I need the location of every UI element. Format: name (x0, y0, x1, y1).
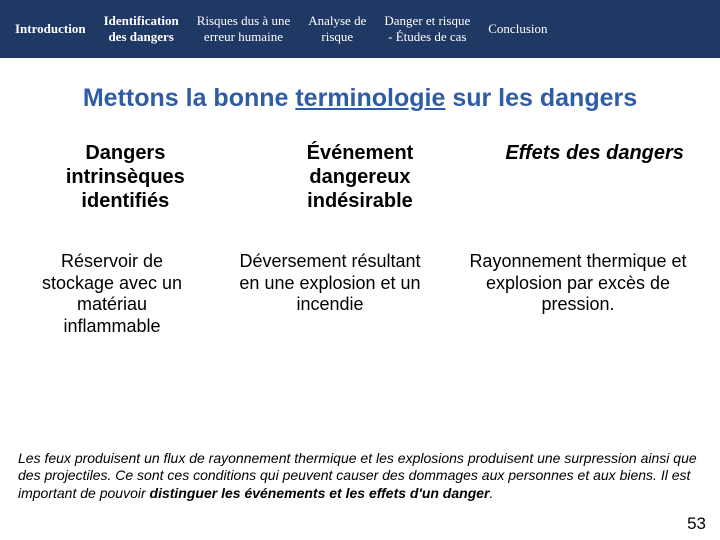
example-evenement: Déversement résultant en une explosion e… (235, 251, 425, 337)
nav-conclusion[interactable]: Conclusion (479, 21, 556, 37)
header-row: Dangers intrinsèques identifiés Événemen… (0, 141, 720, 213)
nav-introduction[interactable]: Introduction (6, 21, 95, 37)
header-evenement: Événement dangereux indésirable (260, 141, 460, 213)
navbar: Introduction Identification des dangers … (0, 0, 720, 58)
title-pre: Mettons la bonne (83, 84, 296, 112)
page-number: 53 (687, 514, 706, 534)
nav-analyse[interactable]: Analyse de risque (299, 13, 375, 46)
example-dangers: Réservoir de stockage avec un matériau i… (27, 251, 197, 337)
header-effets: Effets des dangers (495, 141, 695, 213)
nav-identification[interactable]: Identification des dangers (95, 13, 188, 46)
title-underlined: terminologie (295, 84, 445, 112)
slide: Introduction Identification des dangers … (0, 0, 720, 540)
example-effets: Rayonnement thermique et explosion par e… (463, 251, 693, 337)
nav-danger-etudes[interactable]: Danger et risque - Études de cas (375, 13, 479, 46)
footer-tail: . (489, 485, 493, 501)
header-dangers: Dangers intrinsèques identifiés (25, 141, 225, 213)
slide-title: Mettons la bonne terminologie sur les da… (0, 84, 720, 113)
example-row: Réservoir de stockage avec un matériau i… (0, 251, 720, 337)
footer-note: Les feux produisent un flux de rayonneme… (18, 450, 702, 503)
nav-risques-erreur[interactable]: Risques dus à une erreur humaine (188, 13, 300, 46)
title-post: sur les dangers (445, 84, 637, 112)
footer-bold: distinguer les événements et les effets … (150, 485, 490, 501)
